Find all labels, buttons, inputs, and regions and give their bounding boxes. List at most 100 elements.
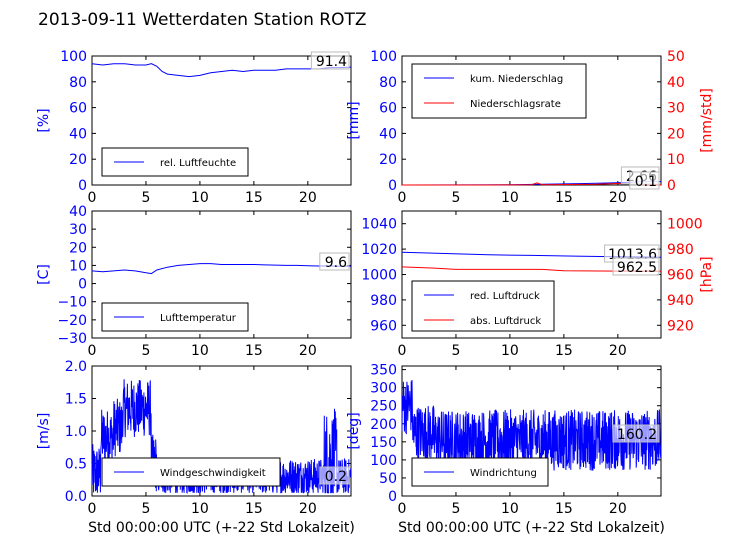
y-tick-label: 40	[69, 204, 87, 220]
y-tick-label: 20	[69, 240, 87, 256]
legend-label: abs. Luftdruck	[470, 316, 541, 327]
annotation-box	[319, 466, 350, 485]
x-axis-label: Std 00:00:00 UTC (+-22 Std Lokalzeit)	[88, 520, 355, 536]
series-line	[91, 263, 351, 275]
page-title: 2013-09-11 Wetterdaten Station ROTZ	[38, 10, 367, 30]
y-axis-label: [C]	[36, 264, 52, 285]
legend-label: Windgeschwindigkeit	[160, 468, 266, 479]
y-tick-label: 100	[370, 453, 397, 469]
y2-tick-label: 980	[667, 242, 694, 258]
x-tick-label: 10	[501, 190, 519, 206]
series-line	[402, 182, 662, 186]
x-tick-label: 20	[299, 501, 317, 517]
y-tick-label: 200	[370, 417, 397, 433]
annotation-box	[612, 424, 660, 443]
x-tick-label: 0	[88, 501, 97, 517]
plot-frame	[91, 210, 352, 339]
y-tick-label: 350	[370, 363, 397, 379]
x-tick-label: 5	[141, 190, 150, 206]
annotation-box	[310, 51, 350, 70]
y2-tick-label: 30	[667, 101, 685, 117]
y-tick-label: 0.0	[65, 489, 87, 505]
x-tick-label: 10	[501, 343, 519, 359]
x-tick-label: 5	[451, 501, 460, 517]
y2-tick-label: 0	[667, 178, 676, 194]
y-tick-label: −10	[57, 295, 87, 311]
x-tick-label: 0	[88, 343, 97, 359]
y2-tick-label: 920	[667, 318, 694, 334]
y-tick-label: 2.0	[65, 359, 87, 375]
y-axis-label: [deg]	[346, 412, 362, 449]
annotation-label: 160.2	[617, 427, 657, 443]
y-tick-label: 1040	[361, 217, 397, 233]
annotation-label: 0.2	[325, 469, 347, 485]
y2-tick-label: 50	[667, 49, 685, 65]
y-tick-label: 0	[388, 178, 397, 194]
x-tick-label: 10	[191, 343, 209, 359]
y-tick-label: 40	[379, 126, 397, 142]
y2-tick-label: 20	[667, 126, 685, 142]
y-tick-label: 960	[370, 318, 397, 334]
y2-tick-label: 10	[667, 152, 685, 168]
y-tick-label: 0	[388, 489, 397, 505]
x-tick-label: 15	[245, 343, 263, 359]
x-tick-label: 20	[299, 190, 317, 206]
y-tick-label: 100	[60, 49, 87, 65]
annotation-label: 9.6	[325, 255, 347, 271]
x-tick-label: 0	[398, 190, 407, 206]
x-axis-label: Std 00:00:00 UTC (+-22 Std Lokalzeit)	[398, 520, 665, 536]
series-line	[401, 266, 662, 272]
legend-box	[411, 280, 555, 332]
y2-axis-label: [mm/std]	[699, 88, 715, 153]
y-tick-label: 0	[78, 178, 87, 194]
x-tick-label: 0	[398, 343, 407, 359]
y-tick-label: 150	[370, 435, 397, 451]
x-tick-label: 20	[609, 501, 627, 517]
x-tick-label: 15	[245, 190, 263, 206]
y-tick-label: 100	[370, 49, 397, 65]
x-tick-label: 15	[555, 501, 573, 517]
y2-tick-label: 1000	[667, 217, 703, 233]
y-tick-label: 30	[69, 222, 87, 238]
y2-tick-label: 40	[667, 75, 685, 91]
y-tick-label: 1.5	[65, 392, 87, 408]
y-tick-label: 10	[69, 258, 87, 274]
y-tick-label: 980	[370, 293, 397, 309]
y-tick-label: 0	[78, 277, 87, 293]
legend-label: rel. Luftfeuchte	[160, 158, 236, 169]
y-tick-label: 50	[379, 471, 397, 487]
x-tick-label: 10	[501, 501, 519, 517]
x-tick-label: 15	[555, 190, 573, 206]
x-tick-label: 10	[191, 190, 209, 206]
x-tick-label: 20	[609, 343, 627, 359]
annotation-label: 962.5	[617, 260, 657, 276]
series-line	[91, 63, 352, 78]
y2-axis-label: [hPa]	[699, 256, 715, 292]
x-tick-label: 5	[141, 343, 150, 359]
x-tick-label: 0	[398, 501, 407, 517]
y-tick-label: 250	[370, 399, 397, 415]
x-tick-label: 20	[609, 190, 627, 206]
annotation-label: 91.4	[316, 54, 347, 70]
legend-box	[411, 63, 587, 119]
legend-label: Windrichtung	[470, 468, 537, 479]
y-tick-label: 80	[69, 75, 87, 91]
annotation-box	[629, 171, 660, 190]
x-tick-label: 5	[141, 501, 150, 517]
x-tick-label: 10	[191, 501, 209, 517]
plot-frame	[91, 55, 352, 186]
x-tick-label: 5	[451, 343, 460, 359]
legend-label: Lufttemperatur	[160, 313, 237, 324]
x-tick-label: 15	[245, 501, 263, 517]
annotation-box	[612, 257, 660, 276]
x-tick-label: 5	[451, 190, 460, 206]
legend-label: kum. Niederschlag	[470, 74, 563, 85]
y2-tick-label: 940	[667, 293, 694, 309]
y-tick-label: 80	[379, 75, 397, 91]
y2-tick-label: 960	[667, 268, 694, 284]
annotation-label: 0.1	[635, 174, 657, 190]
legend-label: red. Luftdruck	[470, 291, 540, 302]
legend-label: Niederschlagsrate	[470, 99, 561, 110]
y-tick-label: 20	[379, 152, 397, 168]
y-tick-label: 40	[69, 126, 87, 142]
